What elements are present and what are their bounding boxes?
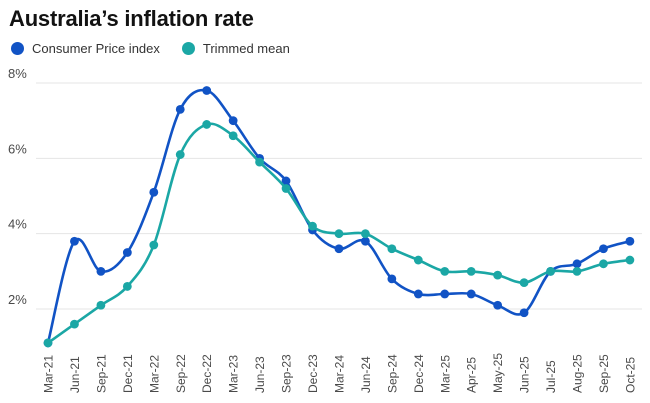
consumer-price-index-point-Mar-23 — [228, 116, 238, 126]
legend-label-trimmed-mean: Trimmed mean — [202, 41, 290, 56]
x-axis-tick-label-Jun-23: Jun-23 — [253, 356, 267, 393]
consumer-price-index-point-Mar-25 — [440, 289, 450, 299]
x-axis-tick-label-Dec-21: Dec-21 — [121, 354, 135, 393]
legend-item-cpi: Consumer Price index — [11, 41, 160, 56]
consumer-price-index-point-Jun-25 — [519, 308, 529, 318]
trimmed-mean-point-May-25 — [493, 270, 503, 280]
x-axis-tick-label-Mar-22: Mar-22 — [147, 355, 161, 393]
trimmed-mean-point-Jun-24 — [361, 229, 370, 239]
inflation-chart: 8% 6% 4% 2% Mar-21 Jun-21 Sep-21 Dec-21 Mar-22 Se… — [0, 66, 650, 403]
x-axis-tick-label-Sep-25: Sep-25 — [597, 354, 611, 393]
trimmed-mean-point-Sep-25 — [599, 259, 608, 269]
consumer-price-index-point-Apr-25 — [466, 289, 476, 299]
x-axis-tick-label-Dec-24: Dec-24 — [412, 354, 426, 393]
x-axis-tick-label-Aug-25: Aug-25 — [571, 354, 585, 393]
consumer-price-index-point-Sep-21 — [96, 266, 106, 276]
x-axis-tick-label-Mar-23: Mar-23 — [227, 355, 241, 393]
x-axis-tick-label-Sep-24: Sep-24 — [385, 354, 399, 393]
trimmed-mean-point-Mar-21 — [43, 338, 53, 348]
consumer-price-index-point-Jun-21 — [70, 236, 79, 246]
trimmed-mean-point-Sep-23 — [281, 184, 291, 193]
x-axis-tick-label-Mar-21: Mar-21 — [42, 355, 56, 393]
legend-item-trimmed-mean: Trimmed mean — [181, 41, 290, 56]
x-axis-tick-label-Jun-24: Jun-24 — [359, 356, 373, 393]
y-axis-tick-label: 8% — [8, 68, 27, 81]
x-axis-tick-label-Sep-21: Sep-21 — [94, 354, 108, 393]
trimmed-mean-legend-dot-icon — [181, 42, 195, 55]
consumer-price-index-point-Sep-25 — [599, 244, 608, 254]
x-axis-tick-label-Oct-25: Oct-25 — [623, 357, 637, 393]
consumer-price-index-point-Mar-24 — [334, 244, 344, 254]
y-axis-tick-label: 6% — [8, 141, 27, 156]
consumer-price-index-point-Dec-24 — [413, 289, 423, 299]
x-axis-tick-label-Dec-22: Dec-22 — [200, 354, 214, 393]
y-axis-tick-label: 4% — [8, 217, 27, 232]
x-axis-tick-label-Sep-23: Sep-23 — [280, 354, 294, 393]
consumer-price-index-point-Sep-24 — [387, 274, 397, 284]
trimmed-mean-point-Mar-24 — [334, 229, 344, 239]
x-axis-tick-label-Jul-25: Jul-25 — [544, 360, 558, 393]
x-axis-tick-label-Apr-25: Apr-25 — [465, 357, 479, 393]
trimmed-mean-point-Dec-21 — [122, 282, 132, 291]
inflation-chart-svg: 8% 6% 4% 2% Mar-21 Jun-21 Sep-21 Dec-21 Mar-22 Se… — [8, 66, 642, 393]
consumer-price-index-point-Oct-25 — [625, 236, 635, 246]
trimmed-mean-point-Apr-25 — [466, 266, 476, 276]
consumer-price-index-point-Dec-22 — [202, 86, 212, 95]
trimmed-mean-point-Sep-22 — [175, 150, 185, 159]
trimmed-mean-point-Sep-24 — [387, 244, 397, 254]
x-axis-tick-label-Mar-24: Mar-24 — [332, 355, 346, 393]
trimmed-mean-point-Aug-25 — [572, 266, 582, 276]
legend-label-cpi: Consumer Price index — [32, 41, 160, 56]
consumer-price-index-point-Aug-25 — [572, 259, 582, 269]
consumer-price-index-point-Dec-21 — [122, 248, 132, 257]
trimmed-mean-point-Dec-22 — [202, 120, 212, 129]
trimmed-mean-point-Mar-23 — [228, 131, 238, 141]
trimmed-mean-point-Oct-25 — [625, 255, 635, 265]
x-axis-tick-label-Jun-25: Jun-25 — [518, 356, 532, 393]
trimmed-mean-point-Jun-25 — [519, 278, 529, 288]
trimmed-mean-point-Dec-24 — [413, 255, 423, 265]
x-axis-tick-label-Mar-25: Mar-25 — [438, 355, 452, 393]
x-axis-tick-label-Sep-22: Sep-22 — [174, 354, 188, 393]
page-title: Australia’s inflation rate — [9, 6, 254, 31]
consumer-price-index-point-Sep-23 — [281, 176, 291, 186]
trimmed-mean-point-Dec-23 — [308, 221, 317, 231]
trimmed-mean-point-Jul-25 — [546, 266, 555, 276]
x-axis-tick-label-Dec-23: Dec-23 — [306, 354, 320, 393]
consumer-price-index-point-Jun-24 — [361, 236, 370, 246]
consumer-price-index-point-Sep-22 — [175, 104, 185, 114]
consumer-price-index-point-Mar-22 — [149, 187, 159, 197]
trimmed-mean-point-Sep-21 — [96, 300, 106, 310]
consumer-price-index-line — [46, 88, 632, 345]
y-axis-tick-label: 2% — [8, 292, 27, 307]
x-axis-tick-label-Jun-21: Jun-21 — [68, 356, 82, 393]
chart-legend: Consumer Price index Trimmed mean — [11, 41, 290, 56]
x-axis-tick-label-May-25: May-25 — [491, 353, 505, 393]
trimmed-mean-point-Jun-23 — [255, 157, 264, 167]
consumer-price-index-point-May-25 — [493, 300, 503, 310]
trimmed-mean-point-Mar-25 — [440, 266, 450, 276]
trimmed-mean-point-Mar-22 — [149, 240, 159, 250]
cpi-legend-dot-icon — [11, 42, 24, 55]
trimmed-mean-point-Jun-21 — [70, 319, 79, 329]
